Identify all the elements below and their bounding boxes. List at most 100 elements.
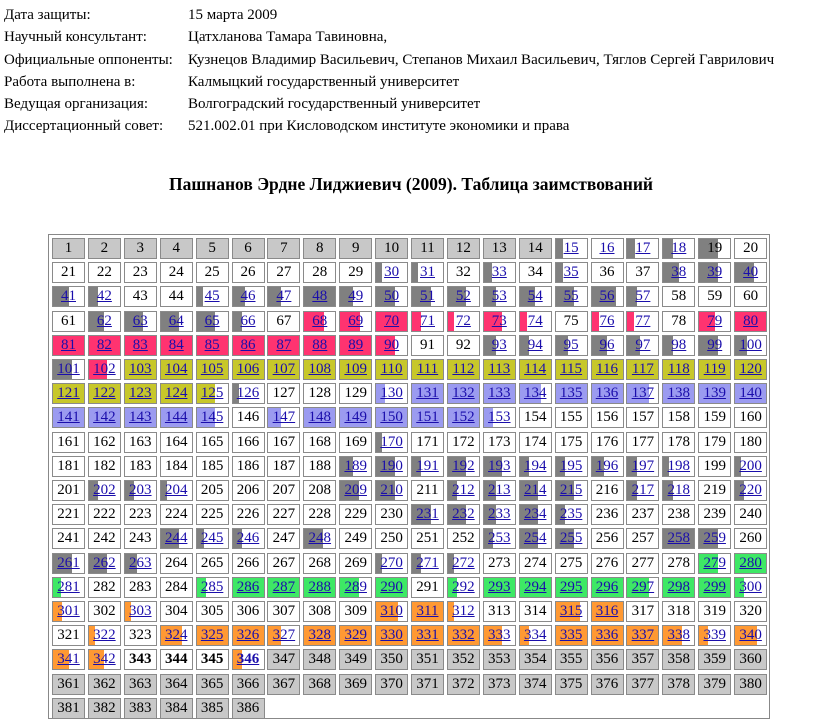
page-number[interactable]: 117 [631,361,654,377]
page-number[interactable]: 152 [452,409,475,426]
page-cell-234[interactable]: 234 [518,504,552,526]
page-cell-298[interactable]: 298 [662,576,696,598]
page-number[interactable]: 124 [164,385,188,402]
page-number[interactable]: 45 [204,288,220,305]
page-cell-71[interactable]: 71 [411,310,444,332]
page-cell-139[interactable]: 139 [698,383,732,405]
page-number[interactable]: 107 [272,361,296,377]
page-number[interactable]: 231 [416,506,439,523]
page-number[interactable]: 33 [491,264,507,281]
page-number[interactable]: 122 [93,385,116,402]
page-number[interactable]: 106 [236,361,260,377]
page-number[interactable]: 142 [93,409,116,426]
page-cell-132[interactable]: 132 [446,383,480,405]
page-number[interactable]: 310 [380,603,403,619]
page-number[interactable]: 40 [743,264,759,281]
page-number[interactable]: 286 [236,578,260,595]
page-number[interactable]: 327 [272,627,296,644]
page-number[interactable]: 95 [563,336,579,353]
page-cell-95[interactable]: 95 [554,334,588,356]
page-cell-272[interactable]: 272 [446,552,480,574]
page-number[interactable]: 261 [57,554,80,571]
page-number[interactable]: 81 [61,336,76,353]
page-number[interactable]: 331 [416,627,439,644]
page-number[interactable]: 93 [491,336,507,353]
page-number[interactable]: 115 [560,361,583,377]
page-number[interactable]: 335 [559,627,583,644]
page-number[interactable]: 80 [743,312,759,329]
page-number[interactable]: 112 [452,361,475,377]
page-number[interactable]: 85 [204,336,220,353]
page-number[interactable]: 203 [129,482,152,498]
page-cell-331[interactable]: 331 [411,625,444,647]
page-number[interactable]: 202 [93,482,116,498]
page-number[interactable]: 290 [380,578,403,595]
page-number[interactable]: 82 [96,336,112,353]
page-cell-73[interactable]: 73 [482,310,516,332]
page-number[interactable]: 126 [236,385,260,402]
page-number[interactable]: 47 [276,288,292,305]
page-cell-97[interactable]: 97 [626,334,660,356]
page-number[interactable]: 140 [739,385,762,402]
page-number[interactable]: 234 [523,506,547,523]
page-cell-81[interactable]: 81 [52,334,85,356]
page-cell-333[interactable]: 333 [482,625,516,647]
page-number[interactable]: 16 [599,240,615,256]
page-number[interactable]: 48 [312,288,328,305]
page-cell-259[interactable]: 259 [698,528,732,550]
page-number[interactable]: 42 [96,288,112,305]
page-cell-311[interactable]: 311 [411,601,444,622]
page-cell-218[interactable]: 218 [662,480,696,501]
page-number[interactable]: 125 [200,385,224,402]
page-number[interactable]: 326 [236,627,260,644]
page-number[interactable]: 71 [420,312,435,329]
page-cell-83[interactable]: 83 [123,334,157,356]
page-cell-189[interactable]: 189 [339,455,373,477]
page-number[interactable]: 131 [416,385,439,402]
page-number[interactable]: 285 [200,578,224,595]
page-cell-135[interactable]: 135 [554,383,588,405]
page-number[interactable]: 337 [631,627,655,644]
page-cell-84[interactable]: 84 [159,334,193,356]
page-cell-123[interactable]: 123 [123,383,157,405]
page-cell-109[interactable]: 109 [339,359,373,380]
page-number[interactable]: 46 [240,288,256,305]
page-cell-130[interactable]: 130 [375,383,409,405]
page-cell-56[interactable]: 56 [590,286,624,308]
page-cell-111[interactable]: 111 [411,359,444,380]
page-number[interactable]: 263 [129,554,152,571]
page-number[interactable]: 99 [707,336,723,353]
page-cell-104[interactable]: 104 [159,359,193,380]
page-cell-279[interactable]: 279 [698,552,732,574]
page-number[interactable]: 57 [635,288,651,305]
page-cell-299[interactable]: 299 [698,576,732,598]
page-number[interactable]: 101 [57,361,80,377]
page-number[interactable]: 51 [420,288,435,305]
page-cell-285[interactable]: 285 [195,576,229,598]
page-cell-88[interactable]: 88 [303,334,337,356]
page-cell-312[interactable]: 312 [446,601,480,622]
page-cell-102[interactable]: 102 [87,359,121,380]
page-number[interactable]: 54 [527,288,543,305]
page-cell-63[interactable]: 63 [123,310,157,332]
page-number[interactable]: 39 [707,264,723,281]
page-cell-106[interactable]: 106 [231,359,265,380]
page-cell-86[interactable]: 86 [231,334,265,356]
page-number[interactable]: 334 [523,627,547,644]
page-cell-303[interactable]: 303 [123,601,157,622]
page-cell-202[interactable]: 202 [87,480,121,501]
page-cell-85[interactable]: 85 [195,334,229,356]
page-number[interactable]: 235 [559,506,583,523]
page-cell-327[interactable]: 327 [267,625,301,647]
page-number[interactable]: 114 [524,361,547,377]
page-number[interactable]: 341 [57,651,80,668]
page-cell-50[interactable]: 50 [375,286,409,308]
page-cell-332[interactable]: 332 [446,625,480,647]
page-number[interactable]: 246 [236,530,260,547]
page-number[interactable]: 83 [132,336,148,353]
page-number[interactable]: 70 [384,312,400,329]
page-cell-231[interactable]: 231 [411,504,444,526]
page-cell-87[interactable]: 87 [267,334,301,356]
page-number[interactable]: 141 [57,409,80,426]
page-number[interactable]: 311 [416,603,439,619]
